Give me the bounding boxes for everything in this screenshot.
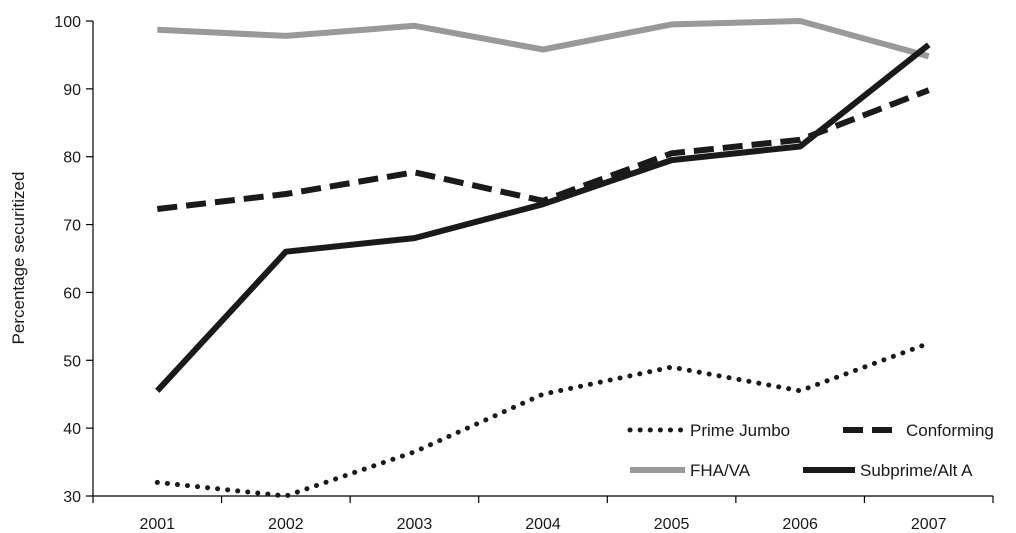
x-tick-label: 2002 bbox=[268, 516, 304, 533]
x-tick-label: 2003 bbox=[397, 516, 433, 533]
y-tick-label: 100 bbox=[54, 14, 81, 31]
y-tick-label: 50 bbox=[63, 353, 81, 370]
series-layer bbox=[154, 18, 932, 499]
series-line-prime-jumbo bbox=[154, 340, 932, 499]
legend: Prime Jumbo Conforming FHA/VA Subprime/Alt … bbox=[627, 421, 994, 480]
y-tick-label: 80 bbox=[63, 150, 81, 167]
legend-label: Conforming bbox=[906, 421, 994, 440]
y-tick-label: 40 bbox=[63, 421, 81, 438]
series-line-fha-va bbox=[157, 18, 930, 60]
legend-label: FHA/VA bbox=[690, 461, 751, 480]
legend-label: Subprime/Alt A bbox=[860, 461, 973, 480]
series-line-conforming bbox=[156, 87, 930, 212]
y-tick-label: 70 bbox=[63, 218, 81, 235]
x-tick-label: 2004 bbox=[525, 516, 561, 533]
x-tick-label: 2005 bbox=[654, 516, 690, 533]
y-tick-label: 30 bbox=[63, 489, 81, 506]
x-tick-label: 2007 bbox=[911, 516, 947, 533]
y-tick-label: 90 bbox=[63, 82, 81, 99]
legend-label: Prime Jumbo bbox=[690, 421, 790, 440]
x-axis: 2001 2002 2003 2004 2005 2006 2007 bbox=[92, 495, 994, 533]
series-line-subprime-alt-a bbox=[155, 42, 931, 393]
y-axis-title: Percentage securitized bbox=[9, 172, 28, 345]
y-axis: 30 40 50 60 70 80 90 100 bbox=[54, 14, 94, 506]
x-tick-label: 2006 bbox=[782, 516, 818, 533]
y-tick-label: 60 bbox=[63, 285, 81, 302]
x-tick-label: 2001 bbox=[139, 516, 175, 533]
